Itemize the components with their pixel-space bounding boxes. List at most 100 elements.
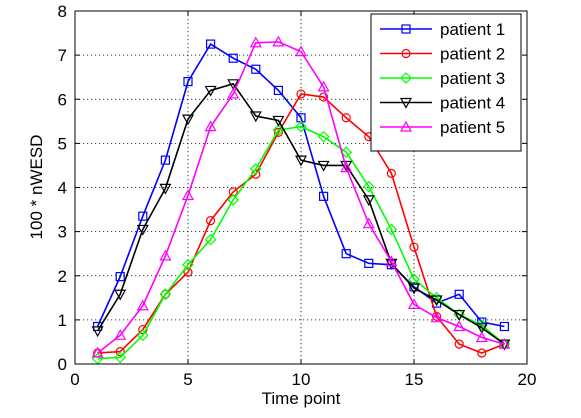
data-point — [138, 211, 148, 221]
data-point — [204, 120, 217, 132]
data-point — [183, 76, 193, 87]
legend-label: patient 5 — [440, 118, 505, 137]
data-point — [385, 255, 398, 267]
data-point — [181, 114, 195, 126]
data-point — [114, 351, 127, 364]
data-point — [340, 146, 353, 159]
data-point — [273, 85, 283, 96]
data-point — [430, 311, 443, 323]
series-patient-3 — [91, 120, 511, 365]
y-tick-label: 7 — [58, 46, 67, 65]
data-point — [319, 92, 329, 102]
legend-label: patient 3 — [440, 69, 505, 88]
series-patient-4 — [91, 79, 511, 351]
x-tick-label: 0 — [70, 370, 79, 389]
data-point — [273, 127, 283, 137]
data-point — [204, 233, 217, 246]
data-point — [159, 183, 172, 195]
data-point — [272, 124, 285, 136]
legend-marker — [399, 97, 413, 109]
data-point — [477, 348, 487, 358]
data-point — [115, 272, 125, 282]
series-line — [96, 82, 505, 345]
data-point — [114, 289, 127, 301]
data-point — [341, 249, 351, 259]
data-point — [182, 258, 194, 271]
data-point — [475, 323, 488, 335]
data-point — [206, 215, 216, 226]
data-point — [272, 115, 285, 127]
data-point — [385, 258, 398, 270]
data-point — [317, 80, 330, 92]
y-tick-label: 2 — [58, 267, 67, 286]
data-point — [159, 288, 172, 301]
x-axis-label: Time point — [262, 389, 341, 408]
data-point — [362, 217, 375, 229]
y-tick-label: 0 — [58, 355, 67, 374]
data-point — [206, 39, 216, 49]
data-point — [136, 224, 149, 236]
data-point — [181, 189, 195, 201]
data-point — [386, 168, 396, 178]
x-tick-label: 5 — [183, 370, 192, 389]
legend-marker — [401, 48, 411, 59]
data-point — [115, 347, 125, 357]
data-point — [317, 160, 330, 172]
y-axis-label: 100 * nWESD — [27, 135, 46, 240]
legend-label: patient 2 — [440, 45, 505, 64]
series-patient-5 — [91, 35, 511, 358]
data-point — [204, 85, 217, 97]
data-point — [341, 113, 351, 123]
data-point — [453, 320, 466, 332]
data-point — [159, 249, 172, 261]
data-point — [295, 120, 307, 133]
data-point — [294, 155, 308, 167]
data-point — [362, 180, 375, 193]
data-point — [319, 191, 329, 201]
data-point — [498, 337, 511, 349]
x-tick-label: 15 — [405, 370, 424, 389]
y-tick-label: 3 — [58, 223, 67, 242]
y-tick-label: 5 — [58, 134, 67, 153]
data-point — [294, 45, 308, 57]
legend-label: patient 1 — [440, 20, 505, 39]
data-point — [475, 331, 488, 343]
data-point — [272, 35, 285, 47]
data-point — [227, 87, 240, 99]
y-tick-label: 4 — [58, 179, 67, 198]
data-point — [251, 64, 261, 74]
data-point — [499, 321, 509, 332]
series-line — [97, 125, 505, 360]
data-point — [228, 187, 238, 197]
data-point — [317, 130, 330, 143]
legend-marker — [399, 120, 413, 132]
data-point — [249, 163, 262, 175]
data-point — [228, 53, 238, 63]
data-point — [454, 289, 464, 299]
data-point — [407, 283, 421, 295]
data-point — [114, 329, 127, 340]
data-point — [409, 242, 419, 252]
legend-label: patient 4 — [440, 94, 505, 113]
x-tick-label: 20 — [518, 370, 537, 389]
data-point — [362, 195, 375, 207]
data-point — [136, 299, 149, 311]
y-tick-label: 8 — [58, 2, 67, 21]
data-point — [91, 326, 104, 338]
data-point — [454, 339, 464, 349]
data-point — [453, 309, 466, 321]
series-layer — [91, 35, 511, 365]
data-point — [136, 329, 149, 342]
legend: patient 1 patient 2 patient 3 patient 4 pati… — [370, 13, 522, 152]
y-tick-label: 6 — [58, 90, 67, 109]
data-point — [160, 289, 170, 299]
data-point — [340, 161, 353, 173]
data-point — [364, 258, 374, 268]
data-point — [183, 267, 193, 277]
series-line — [97, 41, 505, 354]
data-point — [249, 36, 262, 48]
data-point — [227, 194, 240, 206]
data-point — [385, 223, 398, 236]
